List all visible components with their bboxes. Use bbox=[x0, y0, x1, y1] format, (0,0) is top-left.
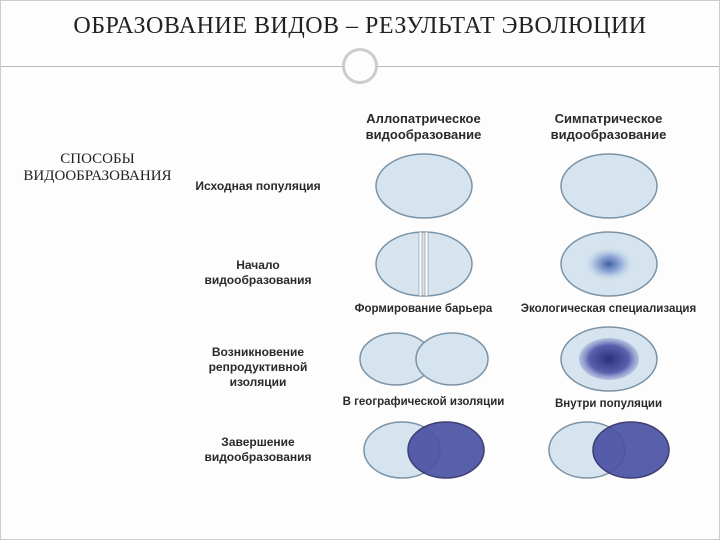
row-label-completion: Завершение видообразования bbox=[191, 435, 331, 465]
blob-ellipse-icon bbox=[554, 228, 664, 300]
cell-completion-sym bbox=[516, 418, 701, 482]
diagram-grid: Аллопатрическое видообразование Симпатри… bbox=[191, 111, 701, 488]
caption-geographic: В географической изоляции bbox=[343, 396, 505, 410]
col-header-sympatric: Симпатрическое видообразование bbox=[516, 111, 701, 150]
page-title: ОБРАЗОВАНИЕ ВИДОВ – РЕЗУЛЬТАТ ЭВОЛЮЦИИ bbox=[1, 1, 719, 44]
row-start: Начало видообразования Формирование барь… bbox=[191, 228, 701, 317]
cell-completion-allo bbox=[331, 418, 516, 482]
row-label-initial: Исходная популяция bbox=[191, 179, 331, 194]
cell-start-sym: Экологическая специализация bbox=[516, 228, 701, 317]
caption-barrier: Формирование барьера bbox=[355, 303, 493, 317]
overlap-light-dark-icon bbox=[539, 418, 679, 482]
caption-ecological: Экологическая специализация bbox=[521, 303, 696, 317]
cell-isolation-allo: В географической изоляции bbox=[331, 325, 516, 410]
cell-initial-allo bbox=[331, 150, 516, 222]
overlap-light-dark-icon bbox=[354, 418, 494, 482]
barrier-ellipse-icon bbox=[369, 228, 479, 300]
row-isolation: Возникновение репродуктивной изоляции В … bbox=[191, 323, 701, 412]
cell-start-allo: Формирование барьера bbox=[331, 228, 516, 317]
row-initial: Исходная популяция bbox=[191, 150, 701, 222]
subtitle: СПОСОБЫ ВИДООБРАЗОВАНИЯ bbox=[15, 151, 180, 185]
caption-within: Внутри популяции bbox=[555, 398, 662, 412]
column-headers: Аллопатрическое видообразование Симпатри… bbox=[331, 111, 701, 150]
ellipse-icon bbox=[369, 150, 479, 222]
ellipse-icon bbox=[554, 150, 664, 222]
cell-isolation-sym: Внутри популяции bbox=[516, 323, 701, 412]
decor-circle bbox=[342, 48, 378, 84]
cell-initial-sym bbox=[516, 150, 701, 222]
two-ellipses-icon bbox=[354, 325, 494, 393]
title-decor bbox=[1, 48, 719, 88]
col-header-allopatric: Аллопатрическое видообразование bbox=[331, 111, 516, 150]
row-label-isolation: Возникновение репродуктивной изоляции bbox=[191, 345, 331, 390]
row-completion: Завершение видообразования bbox=[191, 418, 701, 482]
dark-blob-ellipse-icon bbox=[554, 323, 664, 395]
row-label-start: Начало видообразования bbox=[191, 258, 331, 288]
